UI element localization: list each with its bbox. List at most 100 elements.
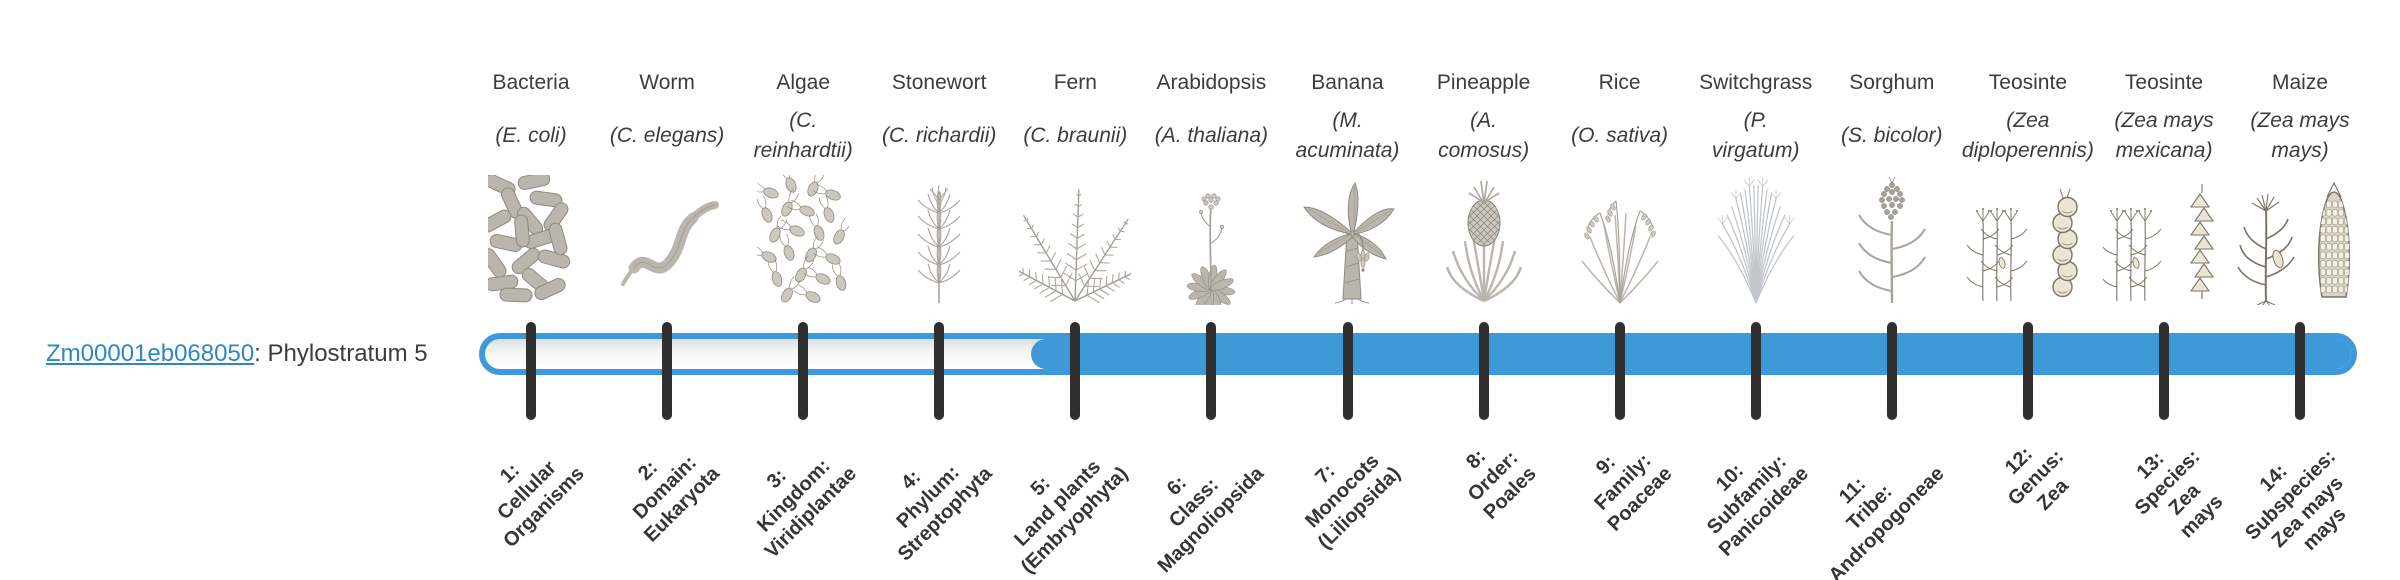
stratum-label: 4: Phylum: Streptophyta bbox=[859, 428, 997, 566]
taxon-column: Stonewort (C. richardii) 4: Phylum: Strept… bbox=[871, 0, 1007, 580]
bacteria-icon bbox=[463, 170, 599, 310]
scientific-name-line: (C. braunii) bbox=[1023, 123, 1128, 147]
scientific-name-line: (M. bbox=[1332, 108, 1363, 132]
scientific-name-line: (A. bbox=[1470, 108, 1498, 132]
stratum-label: 8: Order: Poales bbox=[1445, 428, 1542, 525]
taxon-column: Banana (M. acuminata) 7: Monocots (Liliopsi… bbox=[1280, 0, 1416, 580]
scientific-name-line: mays) bbox=[2271, 139, 2329, 162]
taxon-common-name: Sorghum bbox=[1849, 71, 1935, 94]
taxon-scientific-name: (S. bicolor) bbox=[1824, 104, 1960, 168]
switchgrass-icon bbox=[1688, 170, 1824, 310]
stratum-label: 12: Genus: Zea bbox=[1986, 428, 2086, 528]
scientific-name-line: (O. sativa) bbox=[1571, 123, 1669, 147]
taxon-common-name: Worm bbox=[639, 71, 695, 94]
scientific-name-line: (A. thaliana) bbox=[1154, 123, 1268, 147]
taxon-common-name: Maize bbox=[2271, 71, 2329, 94]
taxon-column: Worm (C. elegans) 2: Domain: Eukaryota bbox=[599, 0, 735, 580]
scientific-name-line: comosus) bbox=[1438, 139, 1530, 162]
taxon-common-name: Bacteria bbox=[492, 71, 570, 94]
stratum-label: 1: Cellular Organisms bbox=[464, 428, 589, 553]
taxon-scientific-name: (E. coli) bbox=[463, 104, 599, 168]
stratum-label: 9: Family: Poaceae bbox=[1569, 428, 1677, 536]
scientific-name-line: diploperennis) bbox=[1961, 139, 2094, 162]
scientific-name-line: (C. richardii) bbox=[882, 123, 997, 147]
taxon-common-name: Rice bbox=[1598, 71, 1641, 94]
phylostratum-tick bbox=[526, 322, 536, 420]
pineapple-icon bbox=[1416, 170, 1552, 310]
gene-label: Zm00001eb068050: Phylostratum 5 bbox=[46, 340, 428, 368]
phylostratum-tick bbox=[2295, 322, 2305, 420]
scientific-name-line: reinhardtii) bbox=[753, 139, 853, 162]
teosinte-mexicana-icon bbox=[2096, 170, 2232, 310]
scientific-name-line: acuminata) bbox=[1295, 139, 1400, 162]
phylostratum-tick bbox=[1750, 322, 1761, 420]
taxon-column: Teosinte (Zea mays mexicana) 13: Species: Z… bbox=[2096, 0, 2232, 580]
taxon-scientific-name: (M. acuminata) bbox=[1280, 104, 1416, 168]
taxon-scientific-name: (Zea mays mexicana) bbox=[2096, 104, 2232, 168]
phylostratum-tick bbox=[934, 322, 945, 420]
taxon-scientific-name: (Zea mays mays) bbox=[2232, 104, 2368, 168]
taxon-common-name: Banana bbox=[1311, 71, 1384, 94]
taxon-scientific-name: (C. elegans) bbox=[599, 104, 735, 168]
arabidopsis-icon bbox=[1143, 170, 1279, 310]
stratum-label: 14: Subspecies: Zea mays mays bbox=[2224, 428, 2375, 579]
phylostratum-tick bbox=[1206, 322, 1217, 420]
scientific-name-line: (P. bbox=[1743, 108, 1768, 132]
phylostratum-tick bbox=[662, 322, 673, 420]
gene-link[interactable]: Zm00001eb068050 bbox=[46, 340, 255, 367]
banana-icon bbox=[1280, 170, 1416, 310]
taxon-column: Switchgrass (P. virgatum) 10: Subfamily: Pa… bbox=[1688, 0, 1824, 580]
rice-icon bbox=[1552, 170, 1688, 310]
taxon-common-name: Pineapple bbox=[1436, 71, 1531, 94]
taxon-column: Teosinte (Zea diploperennis) 12: Genus: Zea bbox=[1960, 0, 2096, 580]
taxon-scientific-name: (O. sativa) bbox=[1552, 104, 1688, 168]
phylostratum-tick bbox=[2022, 322, 2033, 420]
taxon-scientific-name: (Zea diploperennis) bbox=[1960, 104, 2096, 168]
taxon-scientific-name: (A. thaliana) bbox=[1143, 104, 1279, 168]
scientific-name-line: (Zea mays bbox=[2250, 108, 2350, 132]
sorghum-icon bbox=[1824, 170, 1960, 310]
phylostratum-tick bbox=[2159, 322, 2169, 420]
scientific-name-line: (S. bicolor) bbox=[1841, 123, 1943, 147]
teosinte-diploperennis-icon bbox=[1960, 170, 2096, 310]
taxon-column: Algae (C. reinhardtii) 3: Kingdom: Viridipl… bbox=[735, 0, 871, 580]
gene-phylostratum-text: : Phylostratum 5 bbox=[254, 340, 428, 367]
taxon-column: Bacteria (E. coli) 1: Cellular Organisms bbox=[463, 0, 599, 580]
taxon-scientific-name: (P. virgatum) bbox=[1688, 104, 1824, 168]
taxon-common-name: Teosinte bbox=[1988, 71, 2067, 94]
taxon-common-name: Arabidopsis bbox=[1156, 71, 1267, 94]
taxon-column: Maize (Zea mays mays) 14: Subspecies: Zea m… bbox=[2232, 0, 2368, 580]
taxon-common-name: Stonewort bbox=[891, 71, 987, 94]
phylostratum-tick bbox=[1886, 322, 1897, 420]
stratum-label: 3: Kingdom: Viridiplantae bbox=[726, 428, 862, 564]
scientific-name-line: (C. bbox=[789, 108, 818, 132]
taxon-common-name: Switchgrass bbox=[1699, 71, 1813, 94]
phylostratum-tick bbox=[1342, 322, 1353, 420]
scientific-name-line: (Zea bbox=[2006, 108, 2050, 132]
stratum-label: 10: Subfamily: Panicoideae bbox=[1680, 428, 1813, 561]
taxon-common-name: Algae bbox=[776, 71, 831, 94]
stratum-label: 2: Domain: Eukaryota bbox=[606, 428, 725, 547]
phylostratum-tick bbox=[798, 322, 809, 420]
taxon-column: Pineapple (A. comosus) 8: Order: Poales bbox=[1416, 0, 1552, 580]
taxon-column: Rice (O. sativa) 9: Family: Poaceae bbox=[1552, 0, 1688, 580]
taxon-scientific-name: (A. comosus) bbox=[1416, 104, 1552, 168]
phylostratum-tick bbox=[1478, 322, 1489, 420]
scientific-name-line: (C. elegans) bbox=[609, 123, 725, 147]
taxon-column: Fern (C. braunii) 5: Land plants (Embryoph… bbox=[1007, 0, 1143, 580]
phylostrata-bar-fill bbox=[1031, 339, 2351, 369]
phylostratum-tick bbox=[1614, 322, 1625, 420]
stratum-label: 13: Species: Zea mays bbox=[2113, 428, 2239, 554]
taxon-scientific-name: (C. reinhardtii) bbox=[735, 104, 871, 168]
scientific-name-line: (Zea mays bbox=[2114, 108, 2214, 132]
stonewort-icon bbox=[871, 170, 1007, 310]
taxon-scientific-name: (C. braunii) bbox=[1007, 104, 1143, 168]
phylostratum-tick bbox=[1070, 322, 1081, 420]
taxon-scientific-name: (C. richardii) bbox=[871, 104, 1007, 168]
algae-icon bbox=[735, 170, 871, 310]
taxon-column: Arabidopsis (A. thaliana) 6: Class: Magnol… bbox=[1143, 0, 1279, 580]
scientific-name-line: (E. coli) bbox=[495, 123, 567, 147]
maize-icon bbox=[2232, 170, 2368, 310]
taxon-common-name: Fern bbox=[1053, 71, 1097, 94]
